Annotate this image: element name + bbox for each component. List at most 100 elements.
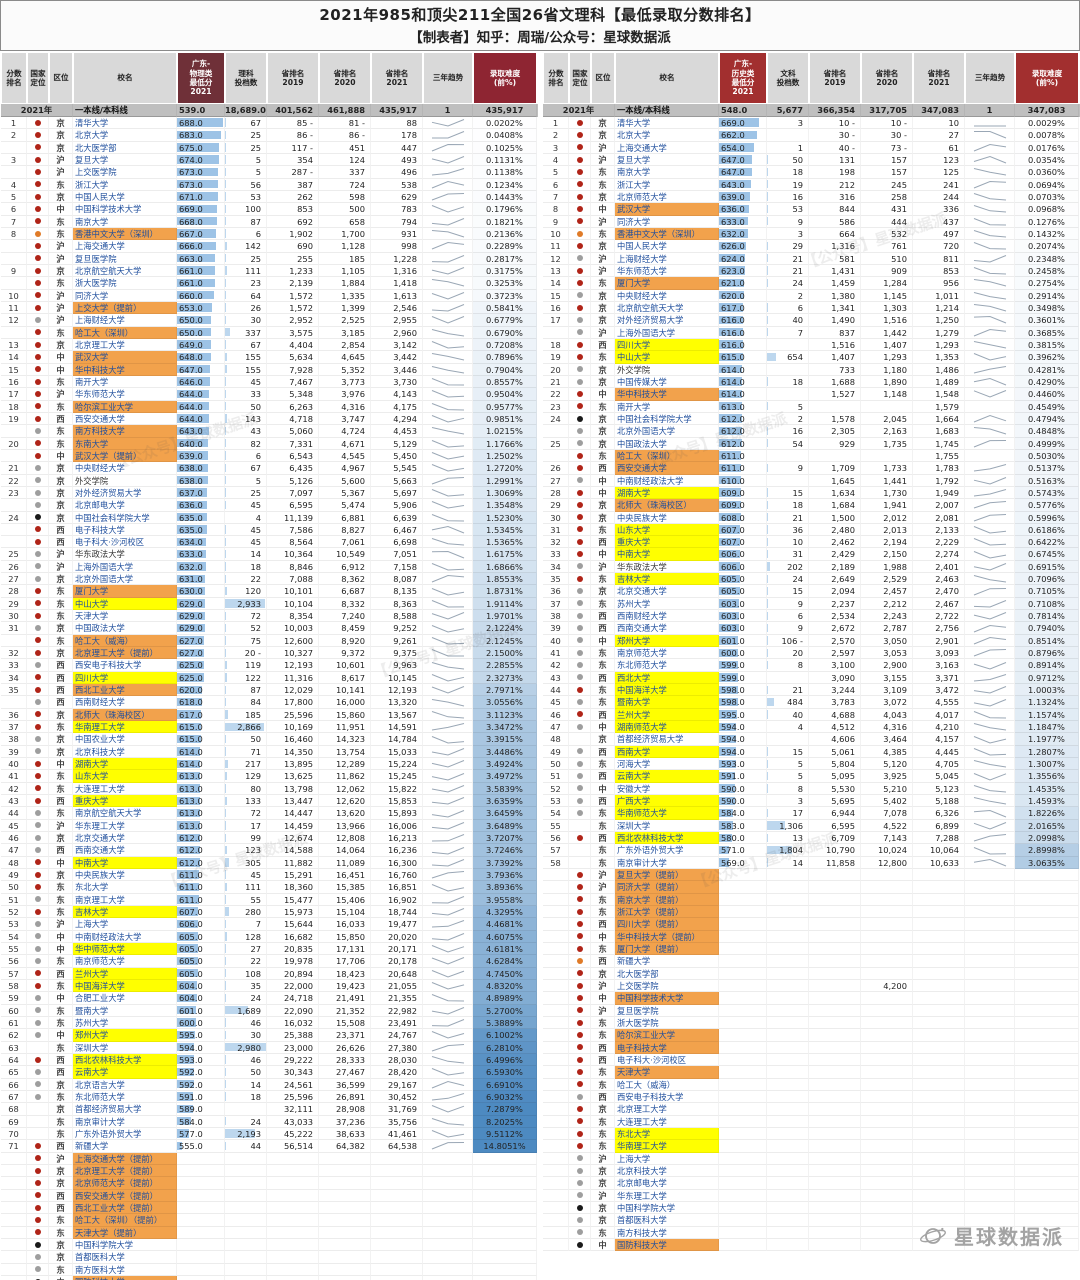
region-cell: 东 — [49, 277, 73, 290]
difficulty-cell: 0.1443% — [473, 190, 537, 204]
count-cell: 280 — [225, 906, 267, 919]
rank2019-cell: 25,596 — [267, 1090, 319, 1104]
rank2020-cell: 1,335 — [319, 289, 371, 302]
rank-cell: 37 — [1, 721, 27, 734]
min-score-cell: 592.0 — [177, 1078, 225, 1091]
tier-dot-cell — [569, 486, 591, 500]
rank2019-cell: 13,625 — [267, 770, 319, 783]
tier-dot-cell — [27, 992, 49, 1005]
rank-cell: 22 — [1, 474, 27, 487]
count-cell: 24 — [225, 1115, 267, 1128]
min-score-cell: 627.0 — [177, 634, 225, 648]
region-cell: 东 — [49, 979, 73, 993]
tier-dot-cell — [27, 227, 49, 241]
min-score-cell — [177, 1275, 225, 1280]
min-score-cell: 625.0 — [177, 671, 225, 685]
rank2020-cell: 3,773 — [319, 375, 371, 389]
min-score-cell — [719, 918, 767, 931]
tier-dot-cell — [569, 967, 591, 980]
trend-sparkline-cell — [965, 610, 1015, 623]
school-name-cell: 新疆大学 — [615, 955, 719, 968]
tier-dot-cell — [27, 782, 49, 796]
tier-dot-icon — [34, 526, 41, 533]
tier-dot-cell — [27, 856, 49, 870]
table-row: 京首都医科大学 — [1, 1251, 538, 1264]
rank-cell: 48 — [1, 856, 27, 870]
school-name-cell: 北京师范大学 — [615, 190, 719, 204]
region-cell: 京 — [49, 474, 73, 487]
table-row: 8 中武汉大学 636.0 53 844 431 336 0.0968% — [543, 203, 1080, 216]
school-name-cell: 北京交通大学 — [615, 585, 719, 598]
trend-sparkline-cell — [423, 721, 473, 734]
rank2020-cell: 510 — [861, 252, 913, 265]
difficulty-cell: 1.6175% — [473, 548, 537, 561]
rank2021-cell: 1,949 — [913, 486, 965, 500]
min-score-cell: 605.0 — [177, 967, 225, 980]
trend-sparkline-cell — [965, 1127, 1015, 1141]
rank2021-cell — [913, 1152, 965, 1165]
rank-cell: 15 — [1, 363, 27, 376]
tier-dot-cell — [27, 437, 49, 450]
trend-sparkline-cell — [423, 881, 473, 894]
school-name-cell: 安徽大学 — [615, 782, 719, 796]
rank2021-cell — [913, 1041, 965, 1054]
count-cell: 14 — [225, 548, 267, 561]
rank-cell: 38 — [1, 733, 27, 746]
min-score-cell: 615.0 — [177, 733, 225, 746]
tier-dot-icon — [576, 551, 583, 558]
table-row: 27 中中南财经政法大学 610.0 1,645 1,441 1,792 0.5163% — [543, 474, 1080, 487]
tier-dot-cell — [569, 696, 591, 709]
rank2019-cell — [267, 1251, 319, 1264]
count-cell — [767, 918, 809, 931]
tier-dot-icon — [34, 1056, 41, 1063]
min-score-cell — [719, 1177, 767, 1190]
table-row: 东哈工大（威海） — [543, 1078, 1080, 1091]
rank2021-cell: 88 — [371, 117, 423, 130]
count-cell — [767, 1164, 809, 1178]
rank2021-cell: 2,722 — [913, 610, 965, 623]
rank-cell: 58 — [1, 979, 27, 993]
region-cell: 东 — [591, 400, 615, 413]
count-cell: 14 — [767, 856, 809, 870]
tier-dot-icon — [576, 723, 583, 730]
tier-dot-icon — [34, 304, 41, 311]
school-name-cell: 重庆大学 — [615, 536, 719, 549]
tier-dot-cell — [27, 1238, 49, 1252]
rank2020-cell: 4,671 — [319, 437, 371, 450]
school-name-cell: 华东师范大学 — [615, 264, 719, 278]
rank2020-cell: 1,128 — [319, 240, 371, 253]
min-score-cell: 613.0 — [177, 795, 225, 808]
min-score-cell — [719, 1189, 767, 1202]
school-name-cell: 北京师范大学（提前） — [73, 1177, 177, 1190]
table-row: 15 京中央财经大学 620.0 2 1,380 1,145 1,011 0.2914% — [543, 289, 1080, 302]
difficulty-cell: 6.2810% — [473, 1041, 537, 1054]
school-name-cell: 电子科技大学 — [615, 1041, 719, 1054]
region-cell: 东 — [591, 166, 615, 179]
tier-dot-icon — [34, 834, 41, 841]
min-score-cell: 606.0 — [719, 560, 767, 574]
rank2021-cell: 16,851 — [371, 881, 423, 894]
trend-sparkline-cell — [965, 1214, 1015, 1227]
table-row: 东大连理工大学 — [543, 1115, 1080, 1128]
count-cell: 18 — [767, 166, 809, 179]
region-cell: 中 — [49, 1275, 73, 1280]
min-score-cell: 577.0 — [177, 1127, 225, 1141]
region-cell: 东 — [591, 1078, 615, 1091]
rank2021-cell: 6,326 — [913, 807, 965, 820]
table-row: 21 京中央财经大学 638.0 67 6,435 4,967 5,545 1.2720% — [1, 462, 538, 475]
rank2020-cell: 3,747 — [319, 412, 371, 426]
region-cell: 西 — [591, 770, 615, 783]
trend-sparkline-cell — [423, 1214, 473, 1227]
region-cell: 沪 — [49, 388, 73, 401]
min-score-cell: 608.0 — [719, 511, 767, 524]
count-cell — [225, 1189, 267, 1202]
rank2019-cell — [809, 1090, 861, 1104]
rank2020-cell: 5,120 — [861, 758, 913, 771]
trend-sparkline-cell — [423, 795, 473, 808]
rank2019-cell — [809, 967, 861, 980]
rank2020-cell: 73 - — [861, 141, 913, 154]
region-cell: 东 — [49, 1127, 73, 1141]
rank2020-cell — [319, 1263, 371, 1276]
tier-dot-icon — [34, 686, 41, 693]
rank2019-cell — [267, 1177, 319, 1190]
